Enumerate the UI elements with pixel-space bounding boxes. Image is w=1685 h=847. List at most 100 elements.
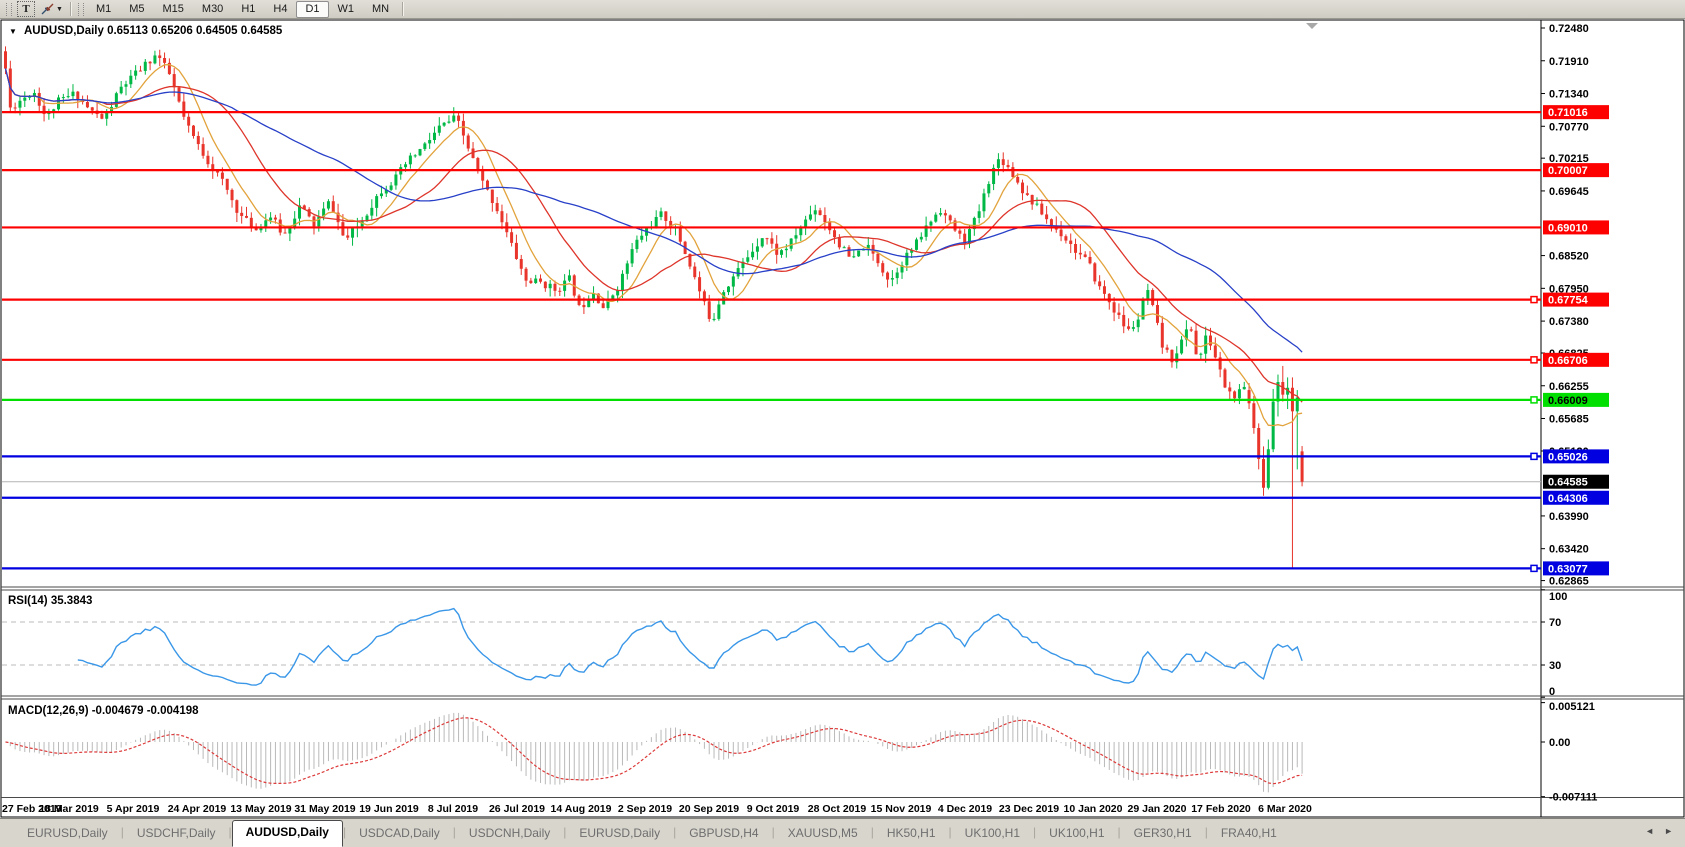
candle: [1059, 221, 1063, 242]
toolbar-grip[interactable]: [6, 2, 12, 16]
level-price-tag-text: 0.71016: [1548, 107, 1588, 119]
tab-scroll-controls: ◄ ►: [1645, 819, 1685, 836]
level-price-tag: [1543, 449, 1609, 464]
candle: [394, 169, 398, 190]
text-tool-button[interactable]: T: [17, 1, 35, 17]
candle: [461, 113, 465, 145]
candle: [881, 260, 885, 277]
candle: [698, 271, 702, 299]
candle: [191, 124, 195, 139]
timeframe-button-W1[interactable]: W1: [329, 1, 364, 18]
macd-panel[interactable]: 0.005121 0.00 -0.007111: [5, 701, 1598, 804]
candle: [645, 227, 649, 242]
candle: [1146, 283, 1150, 305]
candle: [693, 262, 697, 280]
line-endpoint-marker[interactable]: [1530, 295, 1538, 304]
candle: [216, 170, 220, 177]
line-endpoint-marker[interactable]: [1530, 356, 1538, 364]
chart-tab-USDCAD-Daily[interactable]: USDCAD,Daily: [359, 826, 440, 840]
timeframe-button-M30[interactable]: M30: [193, 1, 232, 18]
candle: [452, 107, 456, 123]
date-label: 18 Mar 2019: [39, 803, 99, 815]
timeframe-button-M1[interactable]: M1: [87, 1, 120, 18]
chart-tab-UK100-H1[interactable]: UK100,H1: [964, 826, 1021, 840]
candle: [1175, 346, 1179, 369]
candle: [828, 218, 832, 235]
candle: [1054, 216, 1058, 233]
chart-tab-XAUUSD-M5[interactable]: XAUUSD,M5: [787, 826, 858, 840]
line-endpoint-marker[interactable]: [1530, 452, 1538, 461]
candle: [1021, 179, 1025, 201]
chart-tab-UK100-H1[interactable]: UK100,H1: [1049, 826, 1105, 840]
candle: [495, 197, 499, 214]
candle: [230, 188, 234, 208]
candle: [587, 295, 591, 308]
candle: [85, 95, 89, 109]
tab-scroll-right-button[interactable]: ►: [1664, 826, 1673, 836]
candle: [1262, 446, 1266, 496]
candle: [780, 249, 784, 258]
chart-tab-USDCHF-Daily[interactable]: USDCHF,Daily: [136, 826, 216, 840]
date-label: 10 Jan 2020: [1064, 803, 1123, 815]
timeframe-button-H1[interactable]: H1: [232, 1, 264, 18]
macd-axis-label: 0.00: [1549, 737, 1570, 749]
candle: [1165, 344, 1169, 353]
chart-tab-list: EURUSD,Daily | USDCHF,Daily | AUDUSD,Daily | U…: [14, 819, 1290, 847]
candle: [958, 228, 962, 239]
chart-tab-HK50-H1[interactable]: HK50,H1: [886, 826, 936, 840]
timeframe-button-D1[interactable]: D1: [296, 0, 329, 18]
timeframe-button-H4[interactable]: H4: [264, 1, 296, 18]
toolbar-grip[interactable]: [77, 2, 84, 16]
rsi-panel[interactable]: 100 70 30 0: [2, 589, 1567, 698]
line-endpoint-marker[interactable]: [1530, 564, 1538, 573]
rsi-axis-label: 0: [1549, 686, 1555, 698]
candle: [948, 214, 952, 224]
candle: [524, 267, 528, 287]
candle: [206, 150, 210, 168]
chart-tab-USDCNH-Daily[interactable]: USDCNH,Daily: [468, 826, 551, 840]
candle: [934, 212, 938, 223]
candle: [437, 117, 441, 136]
candle: [167, 58, 171, 75]
candle: [736, 261, 740, 280]
tab-scroll-left-button[interactable]: ◄: [1645, 826, 1655, 836]
price-axis[interactable]: 0.72480 0.71910 0.71340 0.70770 0.70215 0.696…: [1541, 23, 1609, 588]
chart-tab-EURUSD-Daily[interactable]: EURUSD,Daily: [27, 826, 108, 840]
chart-tab-FRA40-H1[interactable]: FRA40,H1: [1220, 826, 1277, 840]
candle: [379, 185, 383, 199]
candle: [326, 199, 330, 211]
chart-tab-EURUSD-Daily[interactable]: EURUSD,Daily: [579, 826, 661, 840]
candle: [1290, 377, 1294, 569]
candle: [471, 142, 475, 159]
candle: [953, 217, 957, 232]
price-axis-label: 0.63420: [1549, 544, 1589, 556]
candle: [129, 69, 133, 89]
candle: [90, 106, 94, 115]
tab-divider: |: [228, 825, 232, 839]
candle: [1180, 335, 1184, 355]
chart-tab-GBPUSD-H4[interactable]: GBPUSD,H4: [689, 826, 759, 840]
chart-shift-marker-icon[interactable]: [1306, 23, 1318, 29]
timeframe-button-M5[interactable]: M5: [120, 1, 153, 18]
timeframe-button-M15[interactable]: M15: [154, 1, 193, 18]
candle: [794, 226, 798, 245]
chart-tab-AUDUSD-Daily[interactable]: AUDUSD,Daily: [231, 820, 343, 847]
chart-tab-GER30-H1[interactable]: GER30,H1: [1133, 826, 1192, 840]
candle: [939, 207, 943, 217]
chart-title-collapse-icon[interactable]: ▼: [9, 27, 17, 36]
line-endpoint-marker[interactable]: [1530, 396, 1538, 404]
timeframe-button-MN[interactable]: MN: [363, 1, 398, 18]
candle: [765, 237, 769, 245]
candle: [1199, 352, 1203, 360]
date-label: 13 May 2019: [230, 803, 291, 815]
candle: [625, 260, 629, 280]
cursor-tool-button[interactable]: ▼: [37, 1, 66, 17]
candle: [1131, 320, 1135, 332]
candle: [1213, 337, 1217, 359]
candle: [1286, 377, 1290, 410]
macd-axis-label: -0.007111: [1549, 792, 1597, 804]
candle: [529, 277, 533, 284]
main-price-panel[interactable]: [2, 46, 1541, 573]
